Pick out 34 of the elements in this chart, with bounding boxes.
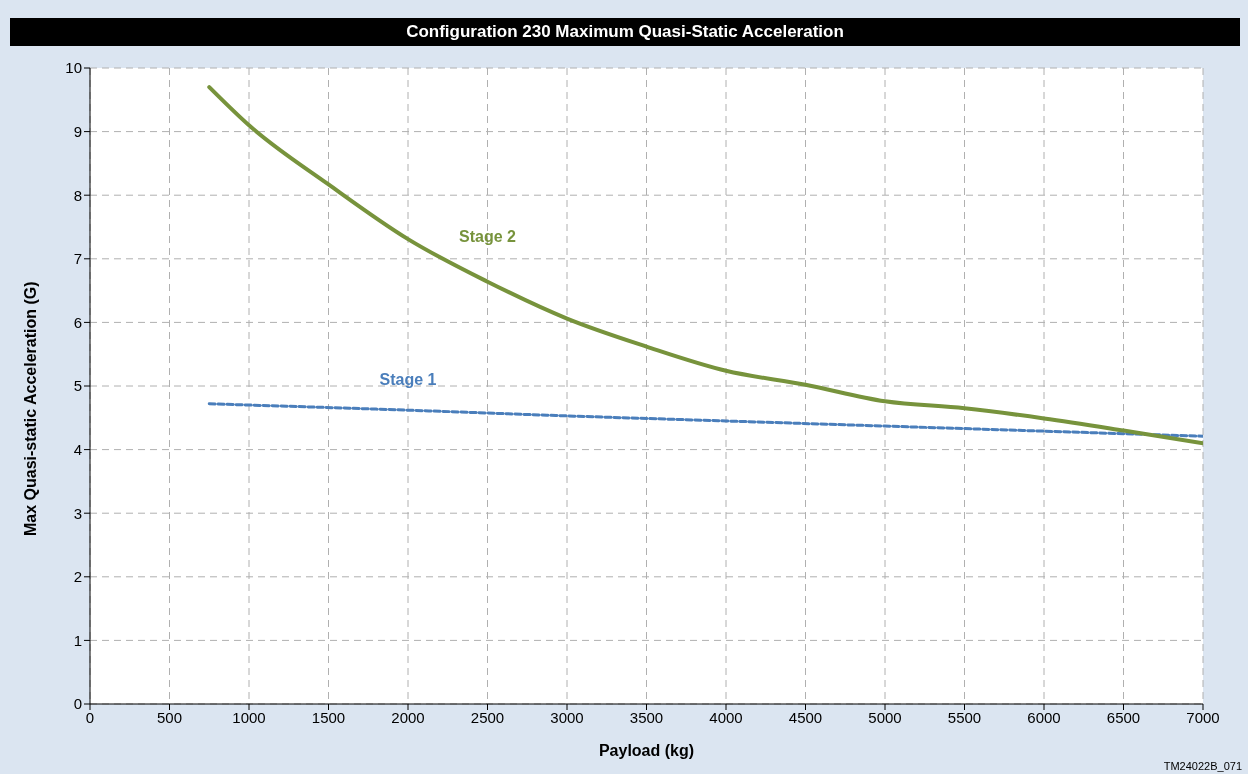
x-tick-label: 500 [156,708,183,726]
x-tick-label: 6000 [1027,708,1061,726]
y-tick-label: 8 [73,186,82,204]
chart-title: Configuration 230 Maximum Quasi-Static Acceleration [10,18,1240,46]
x-tick-label: 4000 [709,708,743,726]
y-tick-label: 4 [73,440,82,458]
y-tick-label: 9 [73,122,82,140]
y-tick-label: 1 [73,631,82,649]
y-tick-label: 10 [65,59,82,77]
y-tick-label: 2 [73,568,82,586]
x-tick-label: 3000 [550,708,584,726]
y-tick-label: 7 [73,250,82,268]
y-tick-label: 3 [73,504,82,522]
x-tick-label: 5000 [868,708,902,726]
x-tick-label: 1500 [311,708,346,726]
x-tick-label: 7000 [1186,708,1220,726]
y-tick-label: 0 [73,695,82,713]
y-axis-title: Max Quasi-static Acceleration (G) [21,281,39,536]
x-axis-title: Payload (kg) [598,742,695,759]
x-tick-label: 2500 [470,708,505,726]
series-label: Stage 2 [459,227,517,245]
series-label: Stage 1 [379,371,437,389]
x-tick-label: 5500 [947,708,982,726]
y-tick-label: 5 [73,377,82,395]
x-tick-label: 3500 [629,708,664,726]
x-tick-label: 1000 [232,708,266,726]
x-tick-label: 0 [85,708,95,726]
x-tick-label: 6500 [1106,708,1141,726]
text: TM24022B_071 [1163,760,1242,772]
x-tick-label: 2000 [391,708,425,726]
x-tick-label: 4500 [788,708,823,726]
line-series [207,402,1203,438]
line-series [207,85,1203,446]
y-tick-label: 6 [73,313,82,331]
